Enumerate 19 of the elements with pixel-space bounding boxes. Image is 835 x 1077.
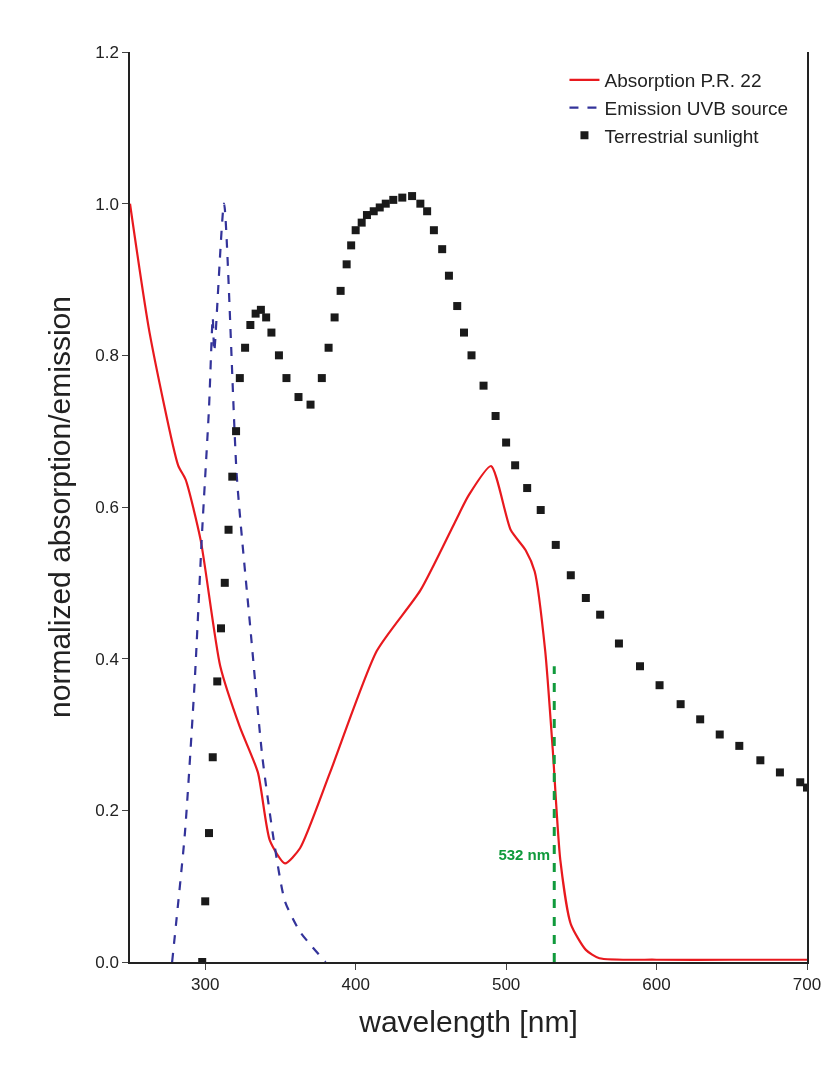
y-tick-label: 0.2	[95, 801, 119, 821]
x-axis-title: wavelength [nm]	[358, 1005, 578, 1039]
y-tick-label: 0.8	[95, 346, 119, 366]
x-tick-label: 500	[491, 975, 521, 995]
legend-label: Emission UVB source	[604, 98, 789, 120]
legend-label: Absorption P.R. 22	[604, 70, 762, 92]
y-tick-label: 1.0	[95, 194, 119, 214]
line-series	[171, 202, 327, 962]
x-tick-label: 300	[191, 975, 220, 995]
x-tick-label: 400	[341, 975, 370, 995]
y-axis-title: normalized absorption/emission	[42, 296, 76, 718]
x-tick-label: 600	[642, 975, 671, 995]
legend-label: Terrestrial sunlight	[604, 125, 760, 147]
y-tick-label: 0.4	[95, 649, 119, 669]
y-tick-label: 0.6	[95, 497, 119, 517]
x-tick-label: 700	[792, 975, 822, 995]
y-tick-label: 1.2	[95, 42, 119, 62]
annotation: 532 nm	[498, 845, 551, 863]
y-tick-label: 0.0	[95, 952, 119, 972]
